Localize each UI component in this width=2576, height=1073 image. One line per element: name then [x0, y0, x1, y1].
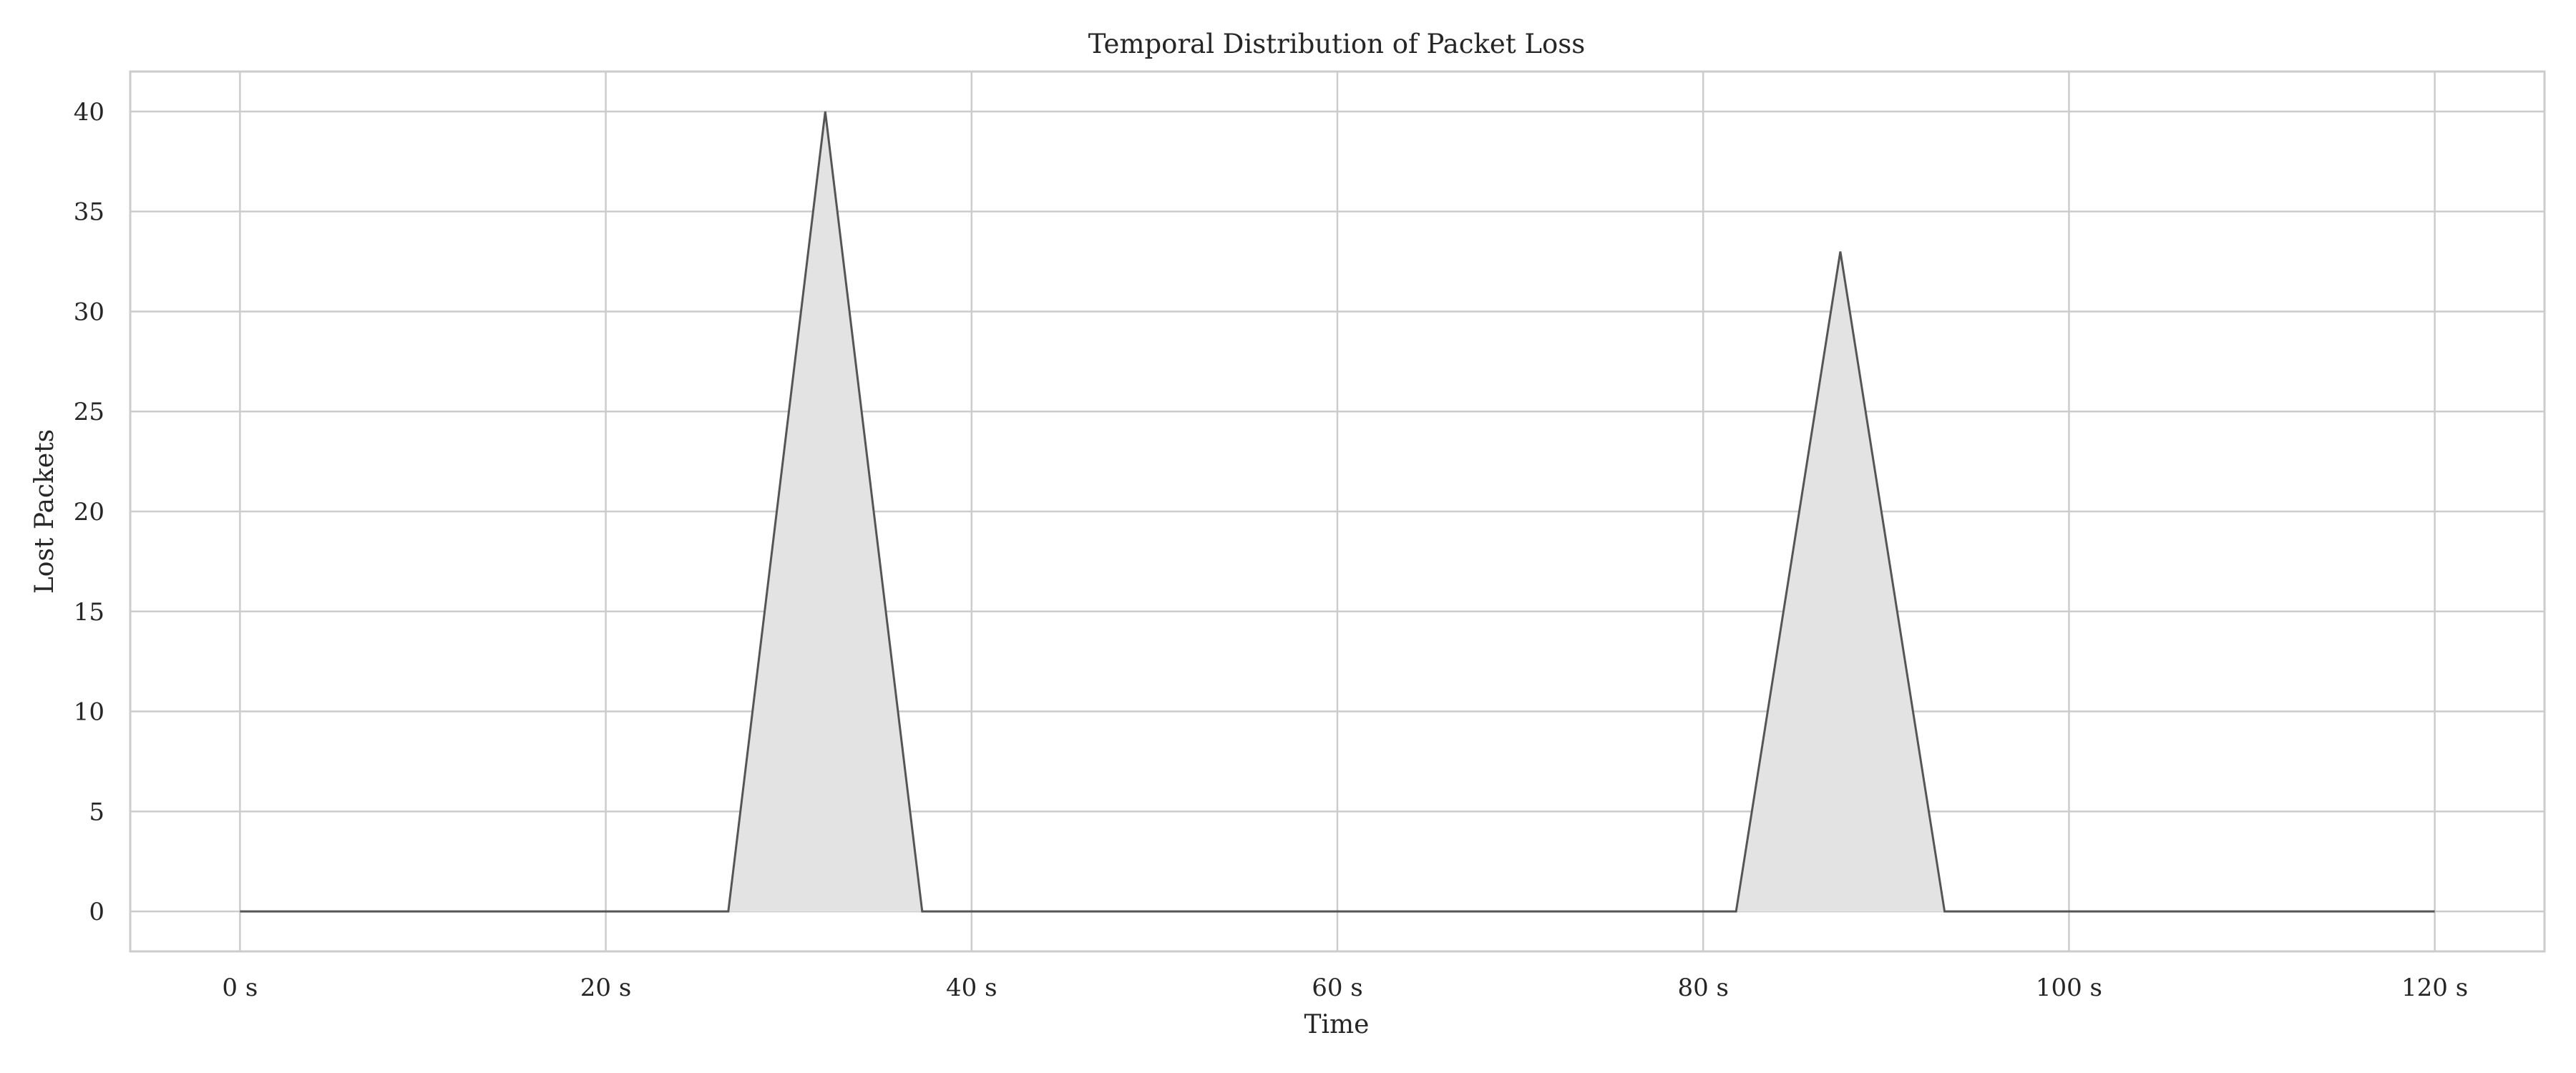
y-tick-label: 15	[74, 598, 104, 627]
x-tick-label: 40 s	[946, 974, 997, 1002]
series-line	[240, 111, 2435, 913]
data-area	[240, 111, 2435, 913]
y-tick-label: 10	[74, 698, 104, 727]
x-tick-label: 60 s	[1312, 974, 1363, 1002]
y-tick-label: 35	[74, 198, 104, 227]
y-tick-label: 0	[89, 898, 104, 926]
y-tick-label: 20	[74, 498, 104, 526]
x-tick-label: 0 s	[222, 974, 258, 1002]
y-axis-title: Lost Packets	[30, 429, 59, 594]
y-tick-label: 30	[74, 298, 104, 326]
x-axis-title: Time	[1304, 1010, 1370, 1039]
chart-title: Temporal Distribution of Packet Loss	[1088, 29, 1586, 59]
y-tick-label: 5	[89, 798, 104, 826]
x-tick-label: 120 s	[2401, 974, 2468, 1002]
x-tick-label: 80 s	[1677, 974, 1729, 1002]
x-tick-labels: 0 s 20 s 40 s 60 s 80 s 100 s 120 s	[222, 974, 2468, 1002]
x-tick-label: 20 s	[580, 974, 632, 1002]
plot-frame	[129, 70, 2546, 953]
x-tick-label: 100 s	[2036, 974, 2102, 1002]
y-tick-labels: 0 5 10 15 20 25 30 35 40	[74, 98, 104, 926]
y-tick-label: 40	[74, 98, 104, 127]
y-tick-label: 25	[74, 398, 104, 426]
area-fill	[240, 111, 2435, 912]
